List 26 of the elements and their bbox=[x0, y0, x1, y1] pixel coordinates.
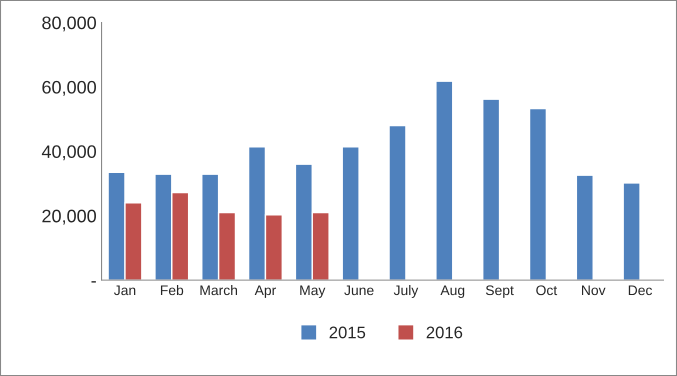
x-tick-label: Jan bbox=[114, 285, 136, 296]
x-tick-label: July bbox=[394, 284, 418, 298]
y-tick-label: - bbox=[91, 281, 96, 283]
y-tick-label: 20,000 bbox=[42, 210, 96, 225]
legend-label: 2015 bbox=[330, 326, 366, 338]
bar bbox=[388, 124, 407, 280]
x-tick-label: Dec bbox=[628, 285, 652, 296]
y-tick-label: 40,000 bbox=[42, 145, 96, 160]
x-tick-label: March bbox=[200, 284, 238, 296]
bar bbox=[342, 146, 360, 280]
bar bbox=[435, 80, 454, 280]
bar bbox=[528, 108, 548, 280]
x-tick-label: Apr bbox=[254, 285, 276, 298]
x-tick-label: Aug bbox=[440, 285, 464, 298]
legend-label: 2016 bbox=[426, 326, 462, 338]
y-tick-label: 60,000 bbox=[42, 80, 96, 96]
bar bbox=[622, 182, 641, 280]
bar bbox=[576, 174, 594, 280]
y-tick-label: 80,000 bbox=[42, 16, 96, 32]
x-tick-label: Oct bbox=[536, 285, 558, 296]
x-tick-label: Nov bbox=[582, 285, 606, 296]
bar bbox=[482, 98, 500, 280]
x-tick-label: May bbox=[300, 285, 326, 298]
x-tick-label: Feb bbox=[160, 284, 184, 296]
x-tick-label: June bbox=[344, 285, 374, 296]
x-tick-label: Sept bbox=[486, 285, 514, 298]
